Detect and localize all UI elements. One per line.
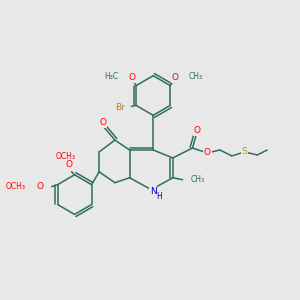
Text: OCH₃: OCH₃: [56, 152, 76, 161]
Text: Br: Br: [116, 103, 125, 112]
Text: OCH₃: OCH₃: [6, 182, 26, 191]
Text: O: O: [36, 182, 43, 191]
Text: O: O: [65, 160, 72, 169]
Text: O: O: [100, 118, 106, 127]
Text: O: O: [129, 73, 136, 82]
Text: H: H: [156, 192, 162, 201]
Text: N: N: [150, 187, 157, 196]
Text: O: O: [172, 73, 178, 82]
Text: H₃C: H₃C: [104, 72, 118, 81]
Text: CH₃: CH₃: [189, 72, 203, 81]
Text: O: O: [204, 148, 211, 158]
Text: CH₃: CH₃: [190, 175, 205, 184]
Text: O: O: [194, 126, 201, 135]
Text: S: S: [242, 148, 247, 157]
